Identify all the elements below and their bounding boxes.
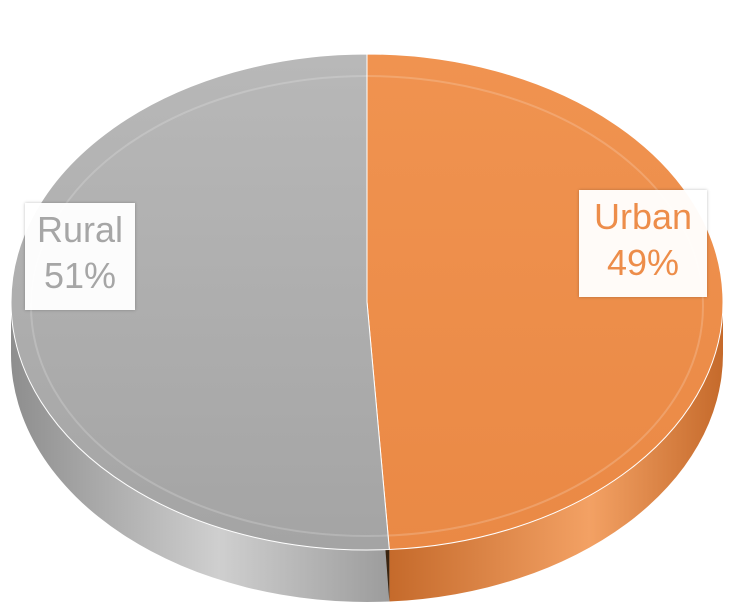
data-label-rural-category: Rural [36, 209, 124, 250]
pie-side-rural [11, 302, 390, 602]
data-label-rural: Rural 51% [25, 203, 135, 310]
data-label-urban-percent: 49% [606, 242, 680, 283]
data-label-rural-percent: 51% [43, 255, 117, 296]
pie-side-urban [389, 302, 723, 602]
pie-slice-urban [366, 53, 724, 551]
pie-slice-rural [10, 53, 390, 551]
data-label-urban: Urban 49% [579, 190, 707, 297]
data-label-urban-category: Urban [593, 196, 693, 237]
